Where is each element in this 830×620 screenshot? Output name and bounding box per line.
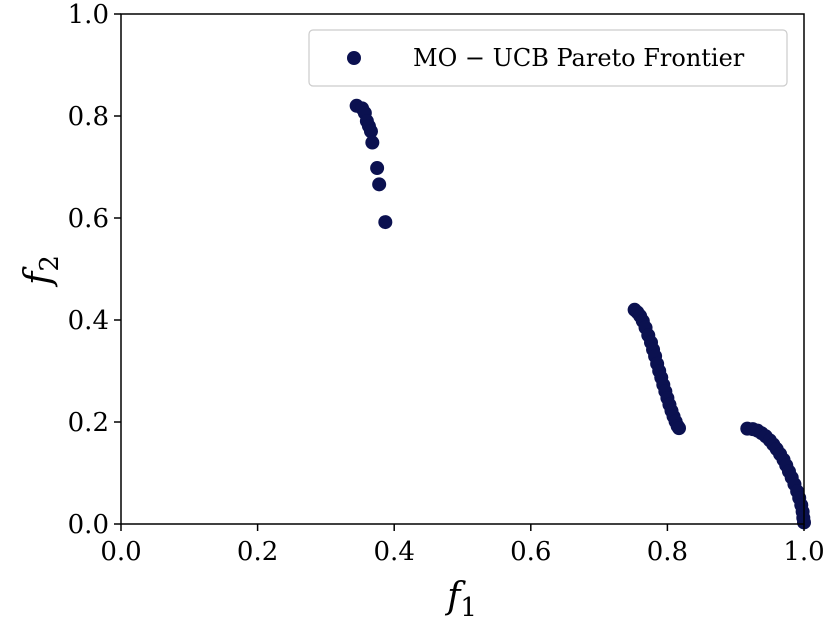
plot-frame — [120, 13, 805, 525]
data-point — [672, 421, 687, 436]
x-tick-label: 0.0 — [100, 537, 141, 567]
y-tick-label: 0.8 — [68, 102, 109, 132]
data-point — [370, 161, 385, 176]
legend-box — [308, 29, 788, 87]
y-tick-label: 0.2 — [68, 408, 109, 438]
y-axis-label: f2 — [18, 255, 65, 288]
points-layer — [349, 98, 811, 530]
y-tick-label: 0.4 — [68, 306, 109, 336]
y-tick-label: 0.6 — [68, 204, 109, 234]
legend-label: MO − UCB Pareto Frontier — [413, 44, 745, 72]
x-tick-label: 0.2 — [237, 537, 278, 567]
x-tick-label: 0.6 — [510, 537, 551, 567]
y-tick-label: 1.0 — [68, 0, 109, 30]
ticks-layer: 0.0 0.2 0.4 0.6 0.8 1.0 0.0 0.2 0.4 0.6 0.8 1.0 — [68, 0, 825, 567]
legend-marker — [347, 51, 361, 65]
data-point — [363, 124, 378, 139]
x-axis-label: f1 — [444, 576, 477, 620]
x-tick-label: 1.0 — [783, 537, 824, 567]
data-point — [378, 215, 393, 230]
data-point — [372, 177, 387, 192]
data-point — [365, 135, 380, 150]
y-tick-label: 0.0 — [68, 510, 109, 540]
x-tick-label: 0.8 — [647, 537, 688, 567]
legend: MO − UCB Pareto Frontier — [308, 29, 788, 87]
x-tick-label: 0.4 — [374, 537, 415, 567]
